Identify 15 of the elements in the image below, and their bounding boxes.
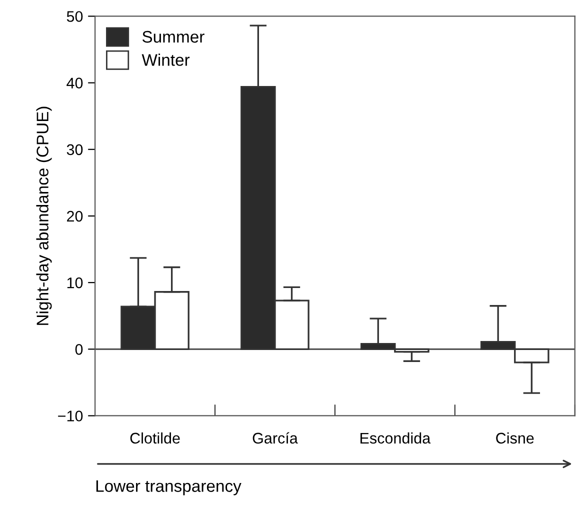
y-tick-label: 20 xyxy=(67,210,83,222)
x-tick-label: Clotilde xyxy=(130,432,180,444)
x-tick-label: Cisne xyxy=(496,432,534,444)
legend-label: Summer xyxy=(142,30,204,43)
x-tick-label: García xyxy=(252,432,298,444)
y-tick-label: 50 xyxy=(66,11,83,22)
legend-label: Winter xyxy=(142,54,190,66)
y-tick-label: 10 xyxy=(67,277,83,288)
y-tick-label: 40 xyxy=(66,78,83,88)
y-tick-label: 0 xyxy=(75,344,83,355)
y-tick-label: 30 xyxy=(66,144,83,156)
x-tick-label: Escondida xyxy=(360,432,431,444)
y-axis-title: Night-day abundance (CPUE) xyxy=(36,106,52,325)
y-tick-label: −10 xyxy=(58,410,83,422)
text: Lower transparency xyxy=(96,480,242,496)
